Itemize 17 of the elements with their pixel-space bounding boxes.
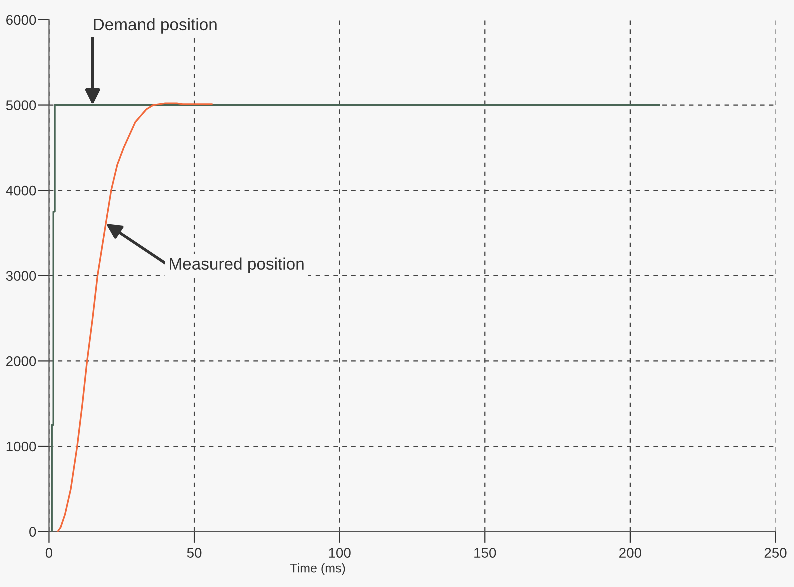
annotation: Measured position — [170, 258, 304, 274]
y-tick-label: 6000 — [6, 15, 36, 26]
y-tick-label: 1000 — [6, 442, 36, 452]
x-axis-title: Time (ms) — [290, 564, 346, 576]
x-tick-label: 200 — [620, 548, 642, 558]
x-tick-label: 150 — [474, 548, 496, 558]
y-tick-label: 4000 — [6, 186, 36, 196]
x-tick-label: 100 — [329, 548, 351, 558]
y-tick-label: 3000 — [6, 271, 36, 282]
y-tick-label: 2000 — [6, 356, 36, 366]
line-series — [51, 104, 660, 532]
x-tick-label: 50 — [187, 548, 202, 558]
y-tick-label: 0 — [30, 527, 36, 537]
y-tick-label: 5000 — [6, 100, 36, 110]
x-tick-label: 0 — [46, 548, 53, 558]
x-tick-label: 250 — [764, 548, 787, 558]
annotation: Demand position — [94, 18, 217, 34]
